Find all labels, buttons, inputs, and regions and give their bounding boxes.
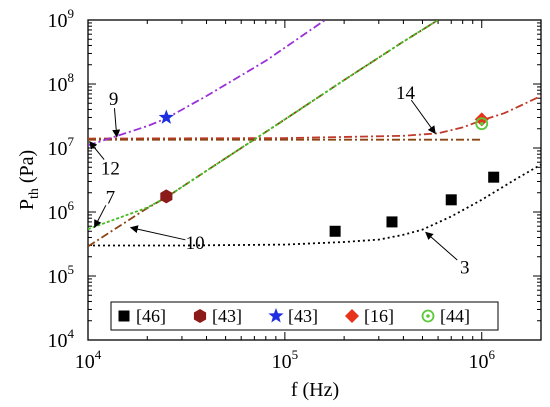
data-point-square xyxy=(329,225,341,237)
data-points xyxy=(158,109,500,237)
annotation-arrow xyxy=(425,231,458,261)
annotation-label: 3 xyxy=(460,258,470,279)
y-tick-label-base: 10 xyxy=(48,138,68,160)
x-tick-label: 106 xyxy=(468,347,495,373)
annotation-arrow xyxy=(94,205,107,229)
y-axis-title-main: P xyxy=(16,199,38,210)
y-tick-label-exp: 7 xyxy=(68,134,75,149)
plot-area: 9 12 7 10 14 3 xyxy=(87,19,542,341)
y-tick-label-exp: 4 xyxy=(68,326,75,341)
legend-label: [16] xyxy=(364,306,394,326)
y-tick-label-base: 10 xyxy=(48,202,68,224)
plot-frame xyxy=(87,19,542,341)
curve-9 xyxy=(88,20,326,147)
legend-marker-diamond xyxy=(345,309,359,323)
annotation-label: 7 xyxy=(106,187,116,208)
data-point-circle-dot xyxy=(475,117,489,131)
annotation-arrow xyxy=(129,225,186,241)
legend-marker-square xyxy=(118,310,130,322)
x-tick-label: 104 xyxy=(75,347,102,373)
data-point-square xyxy=(386,216,398,228)
annotation-label: 12 xyxy=(101,158,120,179)
annotations: 9 12 7 10 14 3 xyxy=(89,83,470,279)
x-tick-label-base: 10 xyxy=(75,351,95,373)
legend-marker-circle-dot xyxy=(421,309,435,323)
curve-7 xyxy=(88,20,439,230)
x-tick-label: 105 xyxy=(272,347,299,373)
axis-ticks xyxy=(87,19,542,341)
legend: [46] [43] [43] [16] [44] xyxy=(110,301,499,331)
annotation-label: 10 xyxy=(186,233,205,254)
y-tick-label: 106 xyxy=(48,198,75,224)
x-tick-label-exp: 5 xyxy=(292,347,299,362)
x-tick-label-exp: 6 xyxy=(488,347,495,362)
y-tick-label-exp: 5 xyxy=(68,262,75,277)
x-tick-label-base: 10 xyxy=(272,351,292,373)
data-point-star xyxy=(158,109,174,124)
x-tick-label-exp: 4 xyxy=(95,347,102,362)
legend-label: [46] xyxy=(136,306,166,326)
y-tick-label: 108 xyxy=(48,70,75,96)
curve-14 xyxy=(88,95,541,140)
data-point-square xyxy=(488,171,500,183)
y-tick-label-exp: 9 xyxy=(68,6,75,21)
data-point-diamond xyxy=(474,112,489,127)
curves xyxy=(88,20,541,248)
legend-label: [43] xyxy=(288,306,318,326)
y-tick-label-base: 10 xyxy=(48,330,68,352)
y-tick-label-exp: 8 xyxy=(68,70,75,85)
y-tick-label: 107 xyxy=(48,134,75,160)
y-tick-label-base: 10 xyxy=(48,10,68,32)
y-tick-label-base: 10 xyxy=(48,74,68,96)
y-axis-title: Pth (Pa) xyxy=(16,150,42,210)
data-point-square xyxy=(445,194,457,206)
x-tick-labels: 104 105 106 xyxy=(75,347,496,373)
legend-label: [43] xyxy=(212,306,242,326)
y-tick-label-exp: 6 xyxy=(68,198,75,213)
y-axis-title-unit: (Pa) xyxy=(16,150,38,188)
annotation-arrow xyxy=(89,141,105,160)
legend-label: [44] xyxy=(440,306,470,326)
annotation-arrow xyxy=(410,99,436,135)
annotation-arrow xyxy=(112,108,121,138)
annotation-label: 14 xyxy=(396,83,416,104)
legend-marker-hexagon xyxy=(193,309,207,323)
x-tick-label-base: 10 xyxy=(468,351,488,373)
annotation-label: 9 xyxy=(109,89,119,110)
y-tick-label: 105 xyxy=(48,262,75,288)
y-tick-label: 109 xyxy=(48,6,75,32)
y-axis-title-sub: th xyxy=(27,188,42,199)
curve-3 xyxy=(88,163,541,247)
data-point-hexagon xyxy=(160,189,173,204)
legend-marker-star xyxy=(268,308,284,323)
y-tick-label-base: 10 xyxy=(48,266,68,288)
x-axis-title: f (Hz) xyxy=(291,379,339,401)
y-tick-label: 104 xyxy=(48,326,75,352)
